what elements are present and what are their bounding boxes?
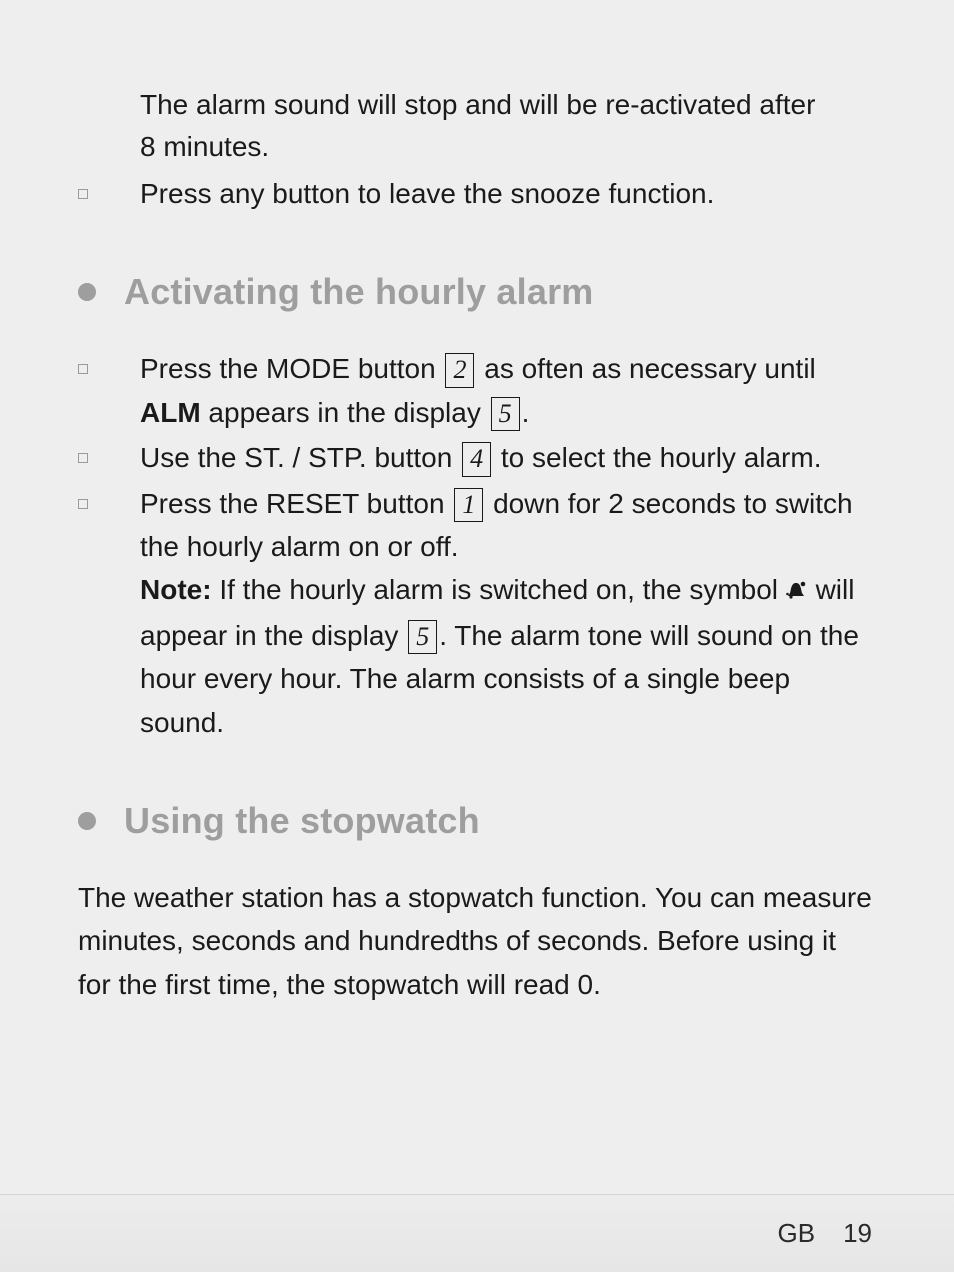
txt: as often as necessary until xyxy=(476,353,815,384)
txt: Use the ST. / STP. button xyxy=(140,442,460,473)
square-bullet-icon xyxy=(78,436,140,466)
txt: Press the MODE button xyxy=(140,353,443,384)
txt: . xyxy=(522,397,530,428)
list-item-reset: Press the RESET button 1 down for 2 seco… xyxy=(78,482,876,744)
stopwatch-paragraph: The weather station has a stopwatch func… xyxy=(78,876,876,1006)
list-item-mode: Press the MODE button 2 as often as nece… xyxy=(78,347,876,434)
intro-line2: 8 minutes. xyxy=(140,131,269,162)
list-item-ststp-text: Use the ST. / STP. button 4 to select th… xyxy=(140,436,876,479)
intro-line1: The alarm sound will stop and will be re… xyxy=(140,89,815,120)
callout-box-5b: 5 xyxy=(408,620,437,655)
txt: If the hourly alarm is switched on, the … xyxy=(212,574,786,605)
bullet-dot-icon xyxy=(78,283,96,301)
list-item-snooze: Press any button to leave the snooze fun… xyxy=(78,172,876,215)
callout-box-4: 4 xyxy=(462,442,491,477)
square-bullet-icon xyxy=(78,482,140,512)
bullet-dot-icon xyxy=(78,812,96,830)
section-title-hourly: Activating the hourly alarm xyxy=(124,271,594,313)
square-bullet-icon xyxy=(78,172,140,202)
snooze-text: Press any button to leave the snooze fun… xyxy=(140,172,876,215)
intro-paragraph: The alarm sound will stop and will be re… xyxy=(78,84,876,168)
alm-label: ALM xyxy=(140,397,201,428)
page-footer: GB 19 xyxy=(0,1194,954,1272)
bell-icon xyxy=(786,570,808,613)
callout-box-5: 5 xyxy=(491,397,520,432)
list-item-ststp: Use the ST. / STP. button 4 to select th… xyxy=(78,436,876,479)
square-bullet-icon xyxy=(78,347,140,377)
callout-box-1: 1 xyxy=(454,488,483,523)
footer-region: GB xyxy=(778,1218,816,1249)
list-item-mode-text: Press the MODE button 2 as often as nece… xyxy=(140,347,876,434)
manual-page: The alarm sound will stop and will be re… xyxy=(0,0,954,1272)
section-heading-hourly: Activating the hourly alarm xyxy=(78,271,876,313)
txt: appears in the display xyxy=(201,397,489,428)
note-label: Note: xyxy=(140,574,212,605)
callout-box-2: 2 xyxy=(445,353,474,388)
section-title-stopwatch: Using the stopwatch xyxy=(124,800,480,842)
section-heading-stopwatch: Using the stopwatch xyxy=(78,800,876,842)
txt: to select the hourly alarm. xyxy=(493,442,821,473)
footer-page-number: 19 xyxy=(843,1218,872,1249)
txt: Press the RESET button xyxy=(140,488,452,519)
list-item-reset-text: Press the RESET button 1 down for 2 seco… xyxy=(140,482,876,744)
